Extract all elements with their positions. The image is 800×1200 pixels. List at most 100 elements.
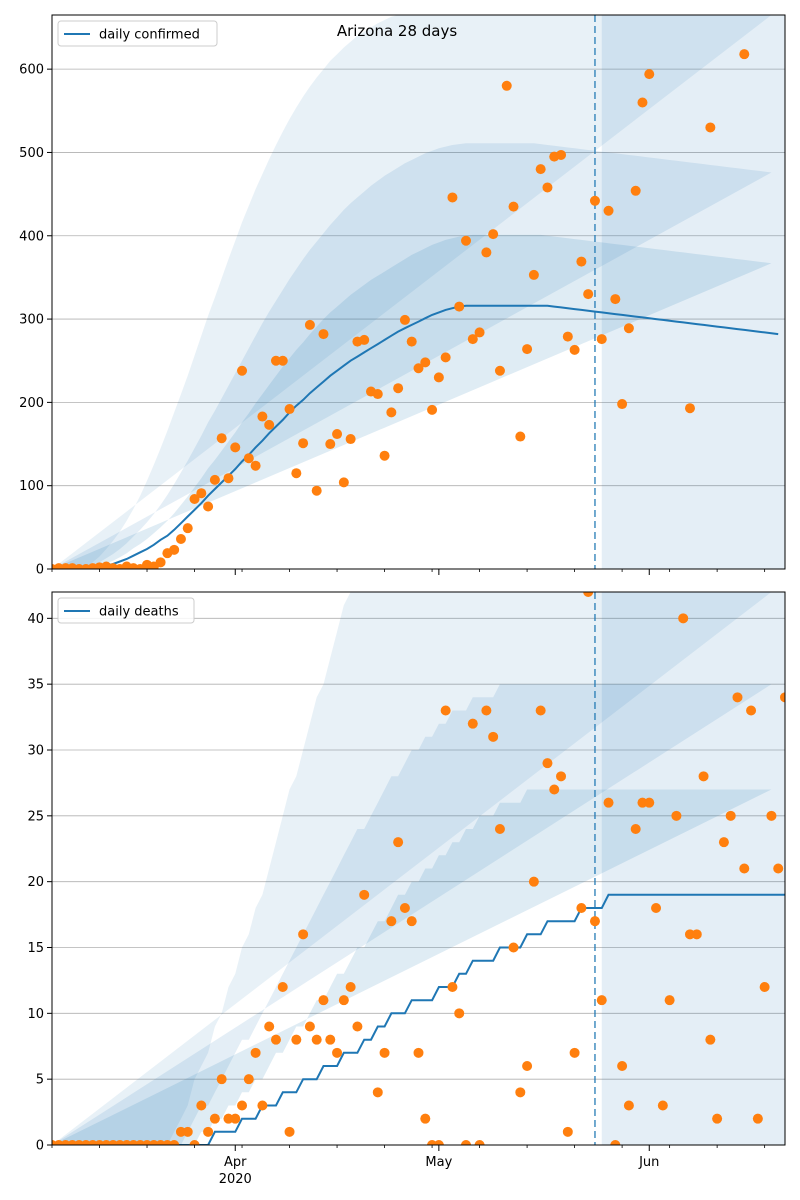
data-point	[359, 334, 370, 345]
data-point	[338, 995, 349, 1006]
data-point	[420, 1113, 431, 1124]
legend-label: daily deaths	[99, 605, 179, 620]
x-tick-label: May	[425, 1155, 452, 1170]
data-point	[610, 294, 621, 305]
data-point	[203, 1126, 214, 1137]
data-point	[725, 810, 736, 821]
data-point	[318, 329, 329, 340]
data-point	[617, 399, 628, 410]
y-tick-label: 35	[27, 678, 44, 693]
data-point	[684, 403, 695, 414]
data-point	[718, 837, 729, 848]
deaths-chart-panel: 0 5 10 15 20 25 30 35 40 daily deaths	[27, 591, 786, 1154]
legend-label: daily confirmed	[99, 28, 200, 43]
data-point	[664, 995, 675, 1006]
data-point	[155, 557, 166, 568]
data-point	[413, 1047, 424, 1058]
data-point	[461, 235, 472, 246]
y-tick-label: 600	[19, 63, 44, 78]
data-point	[759, 982, 770, 992]
data-point	[678, 613, 689, 624]
data-point	[379, 1047, 390, 1058]
band-95	[52, 592, 772, 1145]
data-point	[413, 363, 424, 374]
x-year-label: 2020	[219, 1172, 252, 1187]
data-point	[630, 824, 641, 834]
plot-area	[52, 15, 785, 569]
data-point	[617, 1061, 628, 1071]
data-point	[501, 80, 512, 91]
data-point	[230, 442, 241, 453]
data-point	[467, 334, 478, 345]
data-point	[780, 692, 785, 703]
data-point	[651, 903, 662, 913]
data-point	[406, 336, 417, 347]
data-point	[440, 352, 451, 363]
data-point	[528, 269, 539, 280]
band-80	[52, 684, 772, 1145]
plot-area	[52, 592, 785, 1145]
data-point	[623, 323, 634, 334]
data-point	[671, 810, 682, 821]
data-point	[182, 1126, 193, 1137]
data-point	[630, 185, 641, 196]
data-point	[298, 929, 309, 940]
y-tick-label: 10	[27, 1007, 44, 1022]
data-point	[427, 404, 438, 415]
y-tick-label: 15	[27, 941, 44, 956]
data-point	[372, 1087, 383, 1098]
data-point	[583, 289, 594, 300]
data-point	[345, 982, 356, 992]
data-point	[644, 797, 655, 808]
data-point	[203, 501, 214, 512]
data-point	[393, 837, 404, 848]
y-tick-label: 200	[19, 396, 44, 411]
band-95	[52, 15, 772, 569]
legend: daily deaths	[57, 597, 195, 624]
data-point	[562, 331, 573, 342]
data-point	[250, 460, 261, 471]
data-point	[230, 1113, 241, 1124]
y-tick-label: 300	[19, 313, 44, 328]
data-point	[169, 544, 180, 555]
data-point	[515, 1087, 526, 1098]
legend-box	[57, 20, 218, 47]
x-axis-labels: Apr 2020 May Jun	[219, 1155, 660, 1187]
y-tick-label: 100	[19, 479, 44, 494]
data-point	[345, 434, 356, 445]
data-point	[589, 916, 600, 927]
data-point	[243, 1074, 254, 1085]
data-point	[705, 122, 716, 133]
data-point	[406, 916, 417, 927]
data-point	[739, 49, 750, 60]
data-point	[338, 477, 349, 488]
data-point	[264, 1021, 275, 1032]
data-point	[359, 889, 370, 900]
data-point	[325, 439, 336, 450]
data-point	[454, 1008, 465, 1019]
x-tick-label: Apr	[224, 1155, 247, 1170]
data-point	[488, 229, 499, 240]
forecast-region	[601, 15, 785, 569]
data-point	[556, 149, 567, 160]
axes-frame	[51, 591, 786, 1146]
data-point	[325, 1034, 336, 1045]
data-point	[250, 1047, 261, 1058]
data-point	[522, 344, 533, 355]
data-point	[209, 474, 220, 485]
data-point	[494, 824, 505, 834]
data-point	[277, 355, 288, 366]
data-point	[569, 1047, 580, 1058]
data-point	[522, 1061, 533, 1071]
data-point	[264, 419, 275, 430]
data-point	[481, 705, 492, 716]
y-tick-label: 5	[36, 1073, 44, 1088]
x-tick-label: Jun	[638, 1155, 659, 1170]
data-point	[433, 1140, 444, 1145]
data-point	[379, 450, 390, 461]
data-point	[386, 407, 397, 418]
y-tick-label: 40	[27, 612, 44, 627]
data-point	[773, 863, 784, 874]
data-point	[311, 485, 322, 496]
forecast-region	[601, 592, 785, 1145]
